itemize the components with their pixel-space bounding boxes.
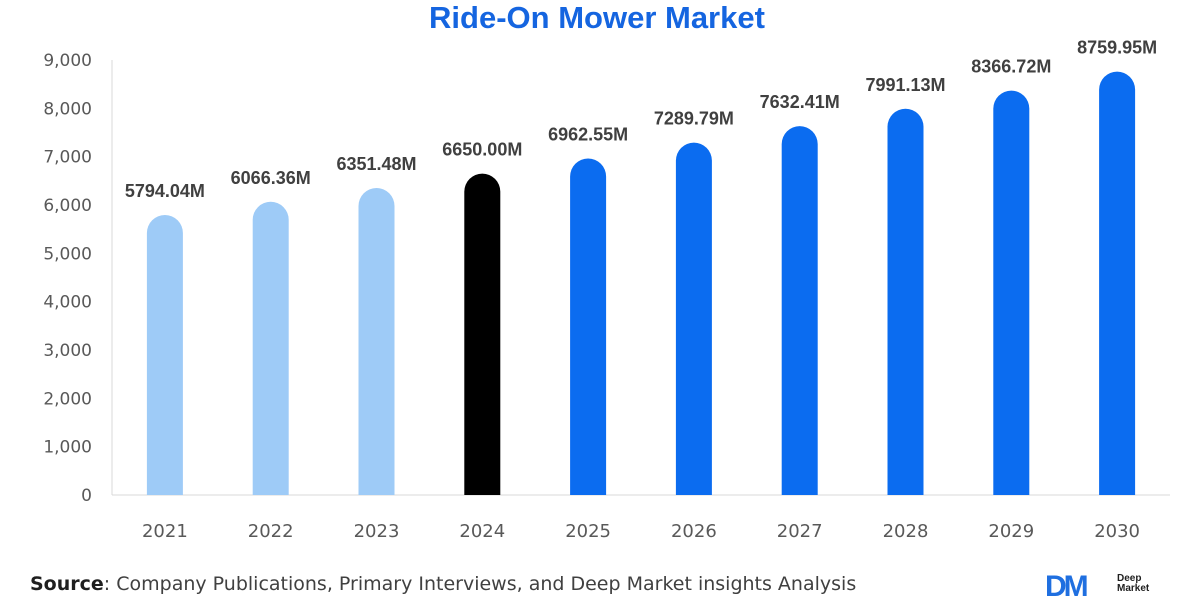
x-tick-label: 2021 [142,521,188,542]
bar-2026 [675,142,712,496]
x-tick-label: 2029 [988,521,1034,542]
y-tick-label: 9,000 [43,51,92,71]
x-tick-labels: 2021 2022 2023 2024 2025 2026 2027 2028 2029 2030 [142,521,1140,542]
y-tick-label: 1,000 [43,438,92,458]
y-tick-label: 3,000 [43,341,92,361]
source-note: Source: Company Publications, Primary In… [30,573,856,595]
y-tick-label: 5,000 [43,244,92,264]
y-tick-label: 0 [81,486,92,506]
y-tick-label: 7,000 [43,148,92,168]
bar-2030 [1099,71,1136,495]
y-tick-label: 2,000 [43,389,92,409]
data-label-2025: 6962.55M [548,124,628,144]
data-label-2028: 7991.13M [865,75,945,95]
data-labels: 5794.04M 6066.36M 6351.48M 6650.00M 6962.55M… [125,38,1157,201]
x-tick-label: 2025 [565,521,611,542]
x-tick-label: 2027 [777,521,823,542]
source-label: Source [30,573,104,595]
x-tick-label: 2030 [1094,521,1140,542]
x-tick-label: 2028 [883,521,929,542]
bars [146,71,1136,496]
bar-2025 [570,158,607,495]
data-label-2026: 7289.79M [654,109,734,129]
y-tick-label: 4,000 [43,293,92,313]
data-label-2022: 6066.36M [231,168,311,188]
data-label-2027: 7632.41M [760,92,840,112]
data-label-2030: 8759.95M [1077,38,1157,58]
data-label-2024: 6650.00M [442,140,522,160]
logo-line1: Deep [1117,573,1142,584]
bar-2029 [993,90,1030,495]
bar-2024 [464,173,501,496]
y-tick-label: 8,000 [43,99,92,119]
y-tick-label: 6,000 [43,196,92,216]
bar-2027 [781,126,818,496]
source-text: : Company Publications, Primary Intervie… [103,573,857,595]
y-tick-labels: 0 1,000 2,000 3,000 4,000 5,000 6,000 7,000 8,00… [43,51,92,506]
x-tick-label: 2023 [354,521,400,542]
data-label-2021: 5794.04M [125,181,205,201]
x-tick-label: 2022 [248,521,294,542]
bar-2022 [252,201,289,495]
chart-title: Ride-On Mower Market [429,0,765,35]
x-tick-label: 2026 [671,521,717,542]
deep-market-logo: DM Deep Market [1045,570,1175,603]
logo-text: Deep Market [1117,574,1149,594]
logo-line2: Market [1117,583,1150,594]
bar-2028 [887,108,924,495]
logo-mark: DM [1045,570,1089,603]
bar-2021 [146,214,183,495]
data-label-2023: 6351.48M [336,154,416,174]
bar-2023 [358,188,395,496]
x-tick-label: 2024 [459,521,505,542]
data-label-2029: 8366.72M [971,57,1051,77]
